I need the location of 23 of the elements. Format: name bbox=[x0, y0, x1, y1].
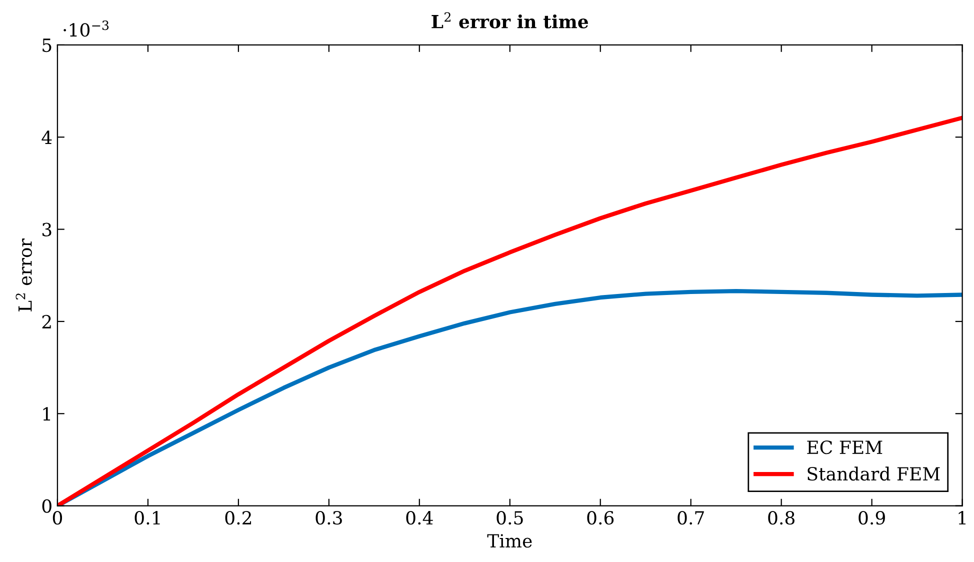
x-axis-title: Time bbox=[487, 534, 532, 548]
x-tick-label: 0.1 bbox=[134, 510, 160, 525]
legend-label: Standard FEM bbox=[808, 466, 940, 481]
y-tick-label: 2 bbox=[42, 314, 51, 328]
y-tick-label: 3 bbox=[42, 222, 52, 236]
x-tick-label: 0.7 bbox=[678, 510, 704, 525]
y-axis-title: L$^{2}$ error bbox=[16, 238, 32, 312]
legend-label: EC FEM bbox=[807, 440, 882, 454]
text: ·10$^{−3}$ bbox=[64, 20, 109, 37]
y-tick-label: 1 bbox=[43, 407, 50, 420]
x-tick-label: 0.8 bbox=[768, 510, 794, 525]
x-tick-label: 0.4 bbox=[406, 510, 433, 525]
y-tick-label: 0 bbox=[42, 499, 52, 513]
x-tick-label: 1 bbox=[958, 510, 966, 524]
x-tick-label: 0 bbox=[52, 510, 62, 525]
y-tick-label: 5 bbox=[42, 38, 52, 52]
x-tick-label: 0.3 bbox=[316, 510, 342, 525]
y-tick-label: 4 bbox=[42, 130, 52, 144]
chart-title: L$^{2}$ error in time bbox=[432, 12, 588, 28]
x-tick-label: 0.2 bbox=[225, 510, 252, 525]
x-tick-label: 0.6 bbox=[587, 510, 614, 525]
x-tick-label: 0.9 bbox=[858, 510, 885, 525]
x-tick-label: 0.5 bbox=[496, 510, 523, 525]
